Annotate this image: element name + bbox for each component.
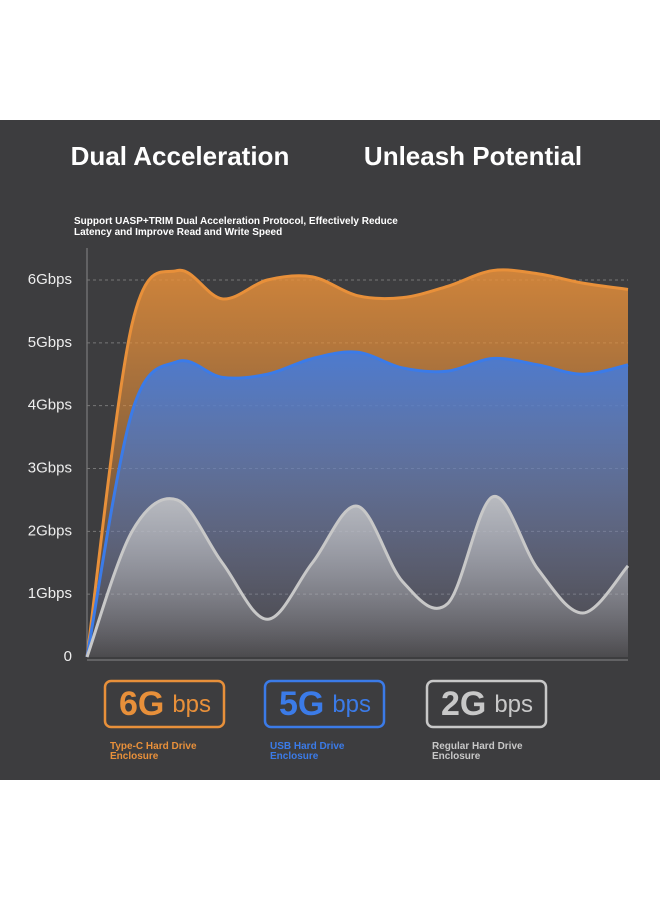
y-tick-label: 6Gbps <box>28 271 72 288</box>
legend-badge: 2G bps <box>441 685 533 723</box>
line <box>85 495 630 658</box>
badge-value: 2G <box>441 685 486 723</box>
badge-value: 5G <box>279 685 324 723</box>
badge-unit: bps <box>494 691 533 718</box>
legend-box <box>263 679 386 729</box>
chart-title: Dual Acceleration <box>71 141 290 171</box>
y-tick-label: 5Gbps <box>28 334 72 351</box>
line <box>85 350 629 658</box>
legend-box <box>425 679 548 729</box>
subtitle: Support UASP+TRIM Dual Acceleration Prot… <box>74 216 398 238</box>
legend-badge: 5G bps <box>279 685 371 723</box>
y-tick-label: 0 <box>64 648 72 665</box>
badge-unit: bps <box>332 691 371 718</box>
y-tick-label: 2Gbps <box>28 522 72 539</box>
y-tick-label: 4Gbps <box>28 397 72 414</box>
area <box>87 496 628 657</box>
legend-badge: 6G bps <box>119 685 211 723</box>
y-tick-label: 3Gbps <box>28 459 72 476</box>
legend-label: Type-C Hard Drive Enclosure <box>110 741 197 762</box>
legend-label: Regular Hard Drive Enclosure <box>432 741 523 762</box>
legend-label: USB Hard Drive Enclosure <box>270 741 345 762</box>
chart-title: Unleash Potential <box>364 141 582 171</box>
legend-box <box>103 679 226 729</box>
badge-unit: bps <box>172 691 211 718</box>
badge-value: 6G <box>119 685 164 723</box>
line <box>85 268 629 658</box>
y-tick-label: 1Gbps <box>28 585 72 602</box>
